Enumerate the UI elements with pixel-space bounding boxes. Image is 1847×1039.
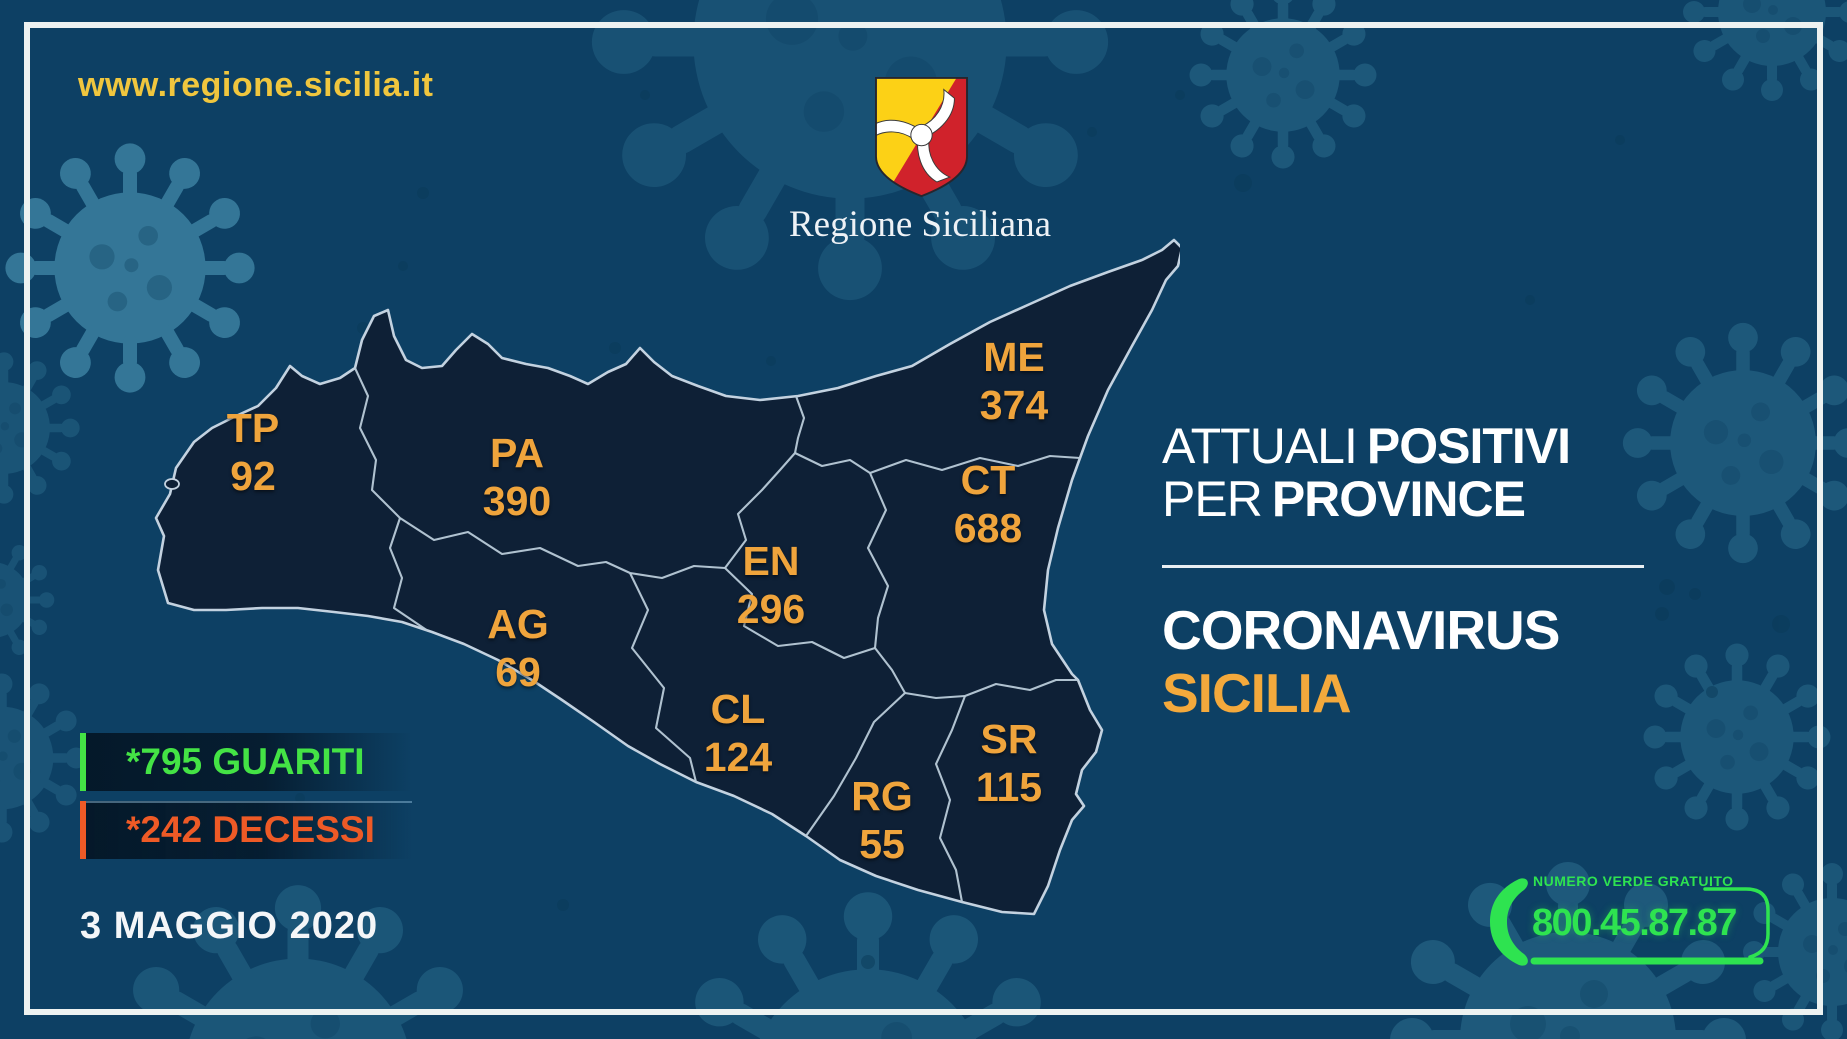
regione-siciliana-crest-icon <box>875 76 968 198</box>
org-name: Regione Siciliana <box>788 204 1052 245</box>
hotline-label: NUMERO VERDE GRATUITO <box>1533 873 1734 889</box>
title-divider <box>1162 565 1644 568</box>
website-url: www.regione.sicilia.it <box>78 66 434 104</box>
brand-title: CORONAVIRUS SICILIA <box>1162 599 1560 724</box>
province-label-sr: SR 115 <box>975 716 1043 810</box>
stat-bar-background <box>80 801 412 859</box>
sicily-outline <box>154 238 1180 916</box>
hotline-frame <box>1530 887 1770 965</box>
stat-bar-background <box>80 733 412 791</box>
green-edge-bar <box>80 733 86 791</box>
province-label-ag: AG 69 <box>487 601 549 695</box>
province-label-rg: RG 55 <box>851 773 913 867</box>
province-label-ct: CT 688 <box>953 457 1023 551</box>
province-label-tp: TP 92 <box>226 405 280 499</box>
province-label-en: EN 296 <box>736 538 806 632</box>
recovered-stat: *795 GUARITI <box>80 733 412 791</box>
orange-edge-bar <box>80 801 86 859</box>
hotline-number: 800.45.87.87 <box>1532 902 1737 944</box>
province-label-pa: PA 390 <box>482 430 552 524</box>
deceased-stat: *242 DECESSI <box>80 801 412 859</box>
sicily-province-map <box>154 238 1180 916</box>
page-title: ATTUALI POSITIVI PER PROVINCE <box>1162 418 1571 527</box>
hotline-box: NUMERO VERDE GRATUITO 800.45.87.87 <box>1480 870 1796 978</box>
recovered-value: *795 GUARITI <box>126 741 365 782</box>
background-speckles <box>295 90 1790 969</box>
report-date: 3 MAGGIO 2020 <box>80 905 379 947</box>
deceased-value: *242 DECESSI <box>126 809 375 850</box>
province-label-me: ME 374 <box>979 334 1049 428</box>
province-borders <box>354 367 1081 903</box>
province-label-cl: CL 124 <box>703 686 773 780</box>
phone-icon <box>1490 878 1528 966</box>
